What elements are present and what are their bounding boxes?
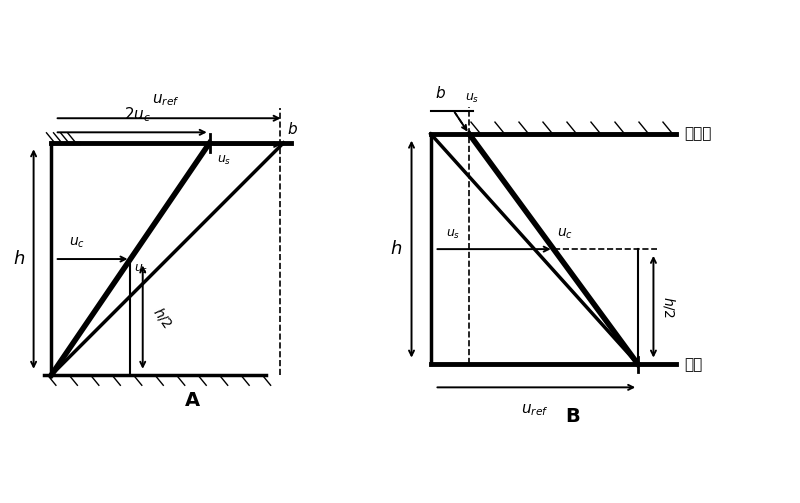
Text: $u_s$: $u_s$ — [446, 228, 460, 241]
Text: $h$: $h$ — [14, 250, 26, 268]
Text: $h/2$: $h/2$ — [150, 303, 176, 331]
Text: $u_s$: $u_s$ — [217, 153, 231, 166]
Text: $h$: $h$ — [390, 240, 402, 258]
Text: $u_{ref}$: $u_{ref}$ — [521, 403, 548, 418]
Text: $b$: $b$ — [434, 86, 446, 101]
Text: $b$: $b$ — [287, 121, 298, 137]
Text: B: B — [566, 407, 580, 426]
Text: $u_s$: $u_s$ — [134, 263, 148, 276]
Text: $u_c$: $u_c$ — [69, 236, 85, 250]
Text: $h/2$: $h/2$ — [661, 296, 677, 318]
Text: A: A — [185, 391, 199, 410]
Text: $2u_c$: $2u_c$ — [124, 105, 151, 124]
Text: 锂球: 锂球 — [684, 357, 702, 372]
Text: $u_c$: $u_c$ — [558, 227, 574, 241]
Text: $u_s$: $u_s$ — [466, 92, 479, 105]
Text: 玻璃块: 玻璃块 — [684, 126, 711, 141]
Text: $u_{ref}$: $u_{ref}$ — [152, 92, 179, 108]
